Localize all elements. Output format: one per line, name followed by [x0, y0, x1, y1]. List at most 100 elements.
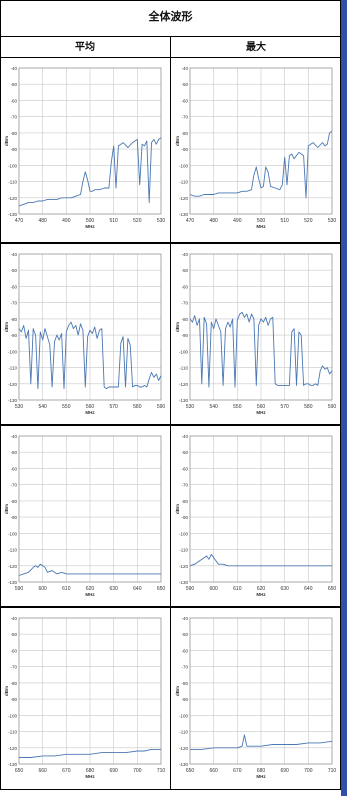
plot-area — [189, 67, 333, 215]
y-tick-label: -120 — [179, 382, 189, 387]
x-tick-label: 490 — [233, 218, 242, 224]
x-tick-label: 650 — [157, 586, 166, 592]
series-line — [189, 553, 332, 567]
y-axis-label: dBm — [175, 322, 180, 332]
x-tick-label: 490 — [62, 218, 71, 224]
y-tick-label: -50 — [10, 450, 17, 455]
x-tick-label: 690 — [280, 768, 289, 774]
y-axis-label: dBm — [175, 136, 180, 146]
x-tick-label: 660 — [38, 768, 47, 774]
x-tick-label: 580 — [304, 404, 313, 410]
y-axis-label: dBm — [175, 504, 180, 514]
x-tick-label: 640 — [304, 586, 313, 592]
x-tick-label: 560 — [257, 404, 266, 410]
y-tick-label: -110 — [8, 366, 17, 371]
y-tick-label: -40 — [10, 434, 17, 439]
y-tick-label: -130 — [8, 762, 18, 767]
x-tick-label: 580 — [133, 404, 142, 410]
x-tick-label: 570 — [109, 404, 118, 410]
plot-area — [18, 617, 162, 765]
x-tick-label: 560 — [86, 404, 95, 410]
x-tick-label: 500 — [257, 218, 266, 224]
y-tick-label: -110 — [179, 730, 188, 735]
x-axis-label: MHz — [256, 224, 266, 229]
x-axis-label: MHz — [85, 224, 95, 229]
y-tick-label: -120 — [8, 196, 18, 201]
x-tick-label: 600 — [209, 586, 218, 592]
y-tick-label: -70 — [181, 115, 188, 120]
y-tick-label: -100 — [8, 713, 18, 718]
y-tick-label: -40 — [181, 252, 188, 257]
y-tick-label: -40 — [181, 66, 188, 71]
x-tick-label: 700 — [304, 768, 313, 774]
y-tick-label: -80 — [10, 317, 17, 322]
y-tick-label: -110 — [8, 180, 17, 185]
series-line — [19, 748, 161, 758]
y-tick-label: -90 — [181, 697, 188, 702]
series-line — [189, 130, 333, 199]
y-tick-label: -50 — [10, 632, 17, 637]
y-tick-label: -100 — [179, 531, 189, 536]
y-tick-label: -130 — [179, 398, 189, 403]
y-tick-label: -100 — [179, 349, 189, 354]
y-tick-label: -100 — [8, 349, 18, 354]
y-tick-label: -80 — [10, 681, 17, 686]
column-header-max: 最大 — [171, 36, 341, 58]
x-tick-label: 520 — [304, 218, 313, 224]
y-axis-label: dBm — [4, 686, 9, 696]
y-tick-label: -60 — [181, 466, 188, 471]
y-tick-label: -80 — [10, 131, 17, 136]
x-tick-label: 640 — [133, 586, 142, 592]
y-tick-label: -60 — [10, 648, 17, 653]
y-tick-label: -120 — [8, 746, 18, 751]
x-tick-label: 670 — [233, 768, 242, 774]
row-divider-3 — [0, 606, 341, 608]
y-axis-label: dBm — [175, 686, 180, 696]
y-tick-label: -130 — [179, 762, 189, 767]
plot-area — [189, 253, 333, 401]
series-line — [18, 137, 162, 207]
y-tick-label: -80 — [181, 317, 188, 322]
x-tick-label: 590 — [186, 586, 195, 592]
y-tick-label: -120 — [179, 746, 189, 751]
x-tick-label: 620 — [86, 586, 95, 592]
y-tick-label: -80 — [181, 499, 188, 504]
y-tick-label: -50 — [181, 632, 188, 637]
y-tick-label: -100 — [8, 531, 18, 536]
x-tick-label: 630 — [280, 586, 289, 592]
y-tick-label: -60 — [10, 466, 17, 471]
x-tick-label: 530 — [157, 218, 166, 224]
x-tick-label: 590 — [157, 404, 166, 410]
y-tick-label: -70 — [181, 483, 188, 488]
y-tick-label: -40 — [10, 66, 17, 71]
y-tick-label: -70 — [181, 301, 188, 306]
x-tick-label: 510 — [280, 218, 289, 224]
x-axis-label: MHz — [85, 410, 95, 415]
x-tick-label: 470 — [186, 218, 195, 224]
plot-area — [18, 435, 162, 583]
x-tick-label: 550 — [233, 404, 242, 410]
series-line — [18, 563, 161, 576]
x-tick-label: 590 — [328, 404, 337, 410]
y-tick-label: -40 — [181, 434, 188, 439]
page-title: 全体波形 — [148, 11, 193, 23]
x-tick-label: 570 — [280, 404, 289, 410]
x-axis-label: MHz — [85, 774, 95, 779]
y-tick-label: -110 — [179, 366, 188, 371]
column-header-average: 平均 — [0, 36, 171, 58]
y-tick-label: -60 — [10, 284, 17, 289]
y-tick-label: -90 — [10, 333, 17, 338]
y-tick-label: -100 — [179, 713, 189, 718]
x-tick-label: 470 — [15, 218, 24, 224]
x-tick-label: 530 — [186, 404, 195, 410]
plot-area — [189, 617, 333, 765]
x-tick-label: 680 — [257, 768, 266, 774]
y-tick-label: -110 — [8, 730, 17, 735]
